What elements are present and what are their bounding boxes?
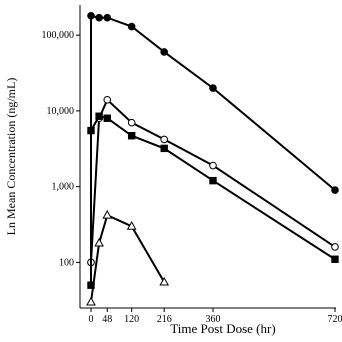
data-point [95, 112, 103, 120]
data-point [331, 243, 339, 251]
data-point [87, 12, 95, 20]
data-point [103, 96, 112, 104]
x-ticks: 0 48 120 216 360 720 [89, 308, 342, 325]
data-point [94, 237, 104, 247]
x-tick-label: 48 [102, 314, 112, 325]
data-point [331, 186, 339, 194]
data-point [209, 161, 217, 170]
x-axis-title: Time Post Dose (hr) [170, 321, 275, 336]
data-point [160, 48, 168, 56]
y-tick-label: 10,000 [47, 106, 75, 117]
x-tick-label: 120 [124, 314, 139, 325]
data-point [159, 276, 170, 286]
x-tick-label: 360 [206, 314, 221, 325]
y-axis-title: Ln Mean Concentration (ng/mL) [4, 78, 18, 236]
data-point [160, 144, 168, 153]
data-point [127, 118, 136, 127]
data-point [209, 84, 217, 92]
series-1 [87, 12, 339, 267]
axes [79, 5, 336, 309]
x-tick-label: 720 [328, 314, 342, 325]
series-line [90, 213, 166, 303]
y-tick-label: 100 [59, 257, 74, 268]
data-point [331, 255, 339, 263]
series-line [90, 115, 336, 286]
data-point [102, 209, 113, 219]
y-tick-label: 1,000 [52, 182, 75, 193]
y-ticks: 100 1,000 10,000 100,000 [42, 30, 80, 268]
series-4 [86, 209, 170, 306]
series-layer [86, 12, 339, 306]
data-point [103, 13, 112, 22]
data-point [160, 135, 168, 144]
data-point [103, 114, 111, 122]
data-point [87, 126, 95, 135]
data-point [126, 221, 137, 230]
data-point [127, 22, 136, 31]
data-point [127, 132, 136, 140]
data-point [86, 296, 96, 306]
data-point [95, 13, 103, 22]
x-tick-label: 216 [157, 314, 172, 325]
data-point [209, 176, 217, 185]
y-tick-label: 100,000 [42, 30, 75, 41]
series-3 [87, 112, 339, 289]
x-tick-label: 0 [89, 314, 94, 325]
